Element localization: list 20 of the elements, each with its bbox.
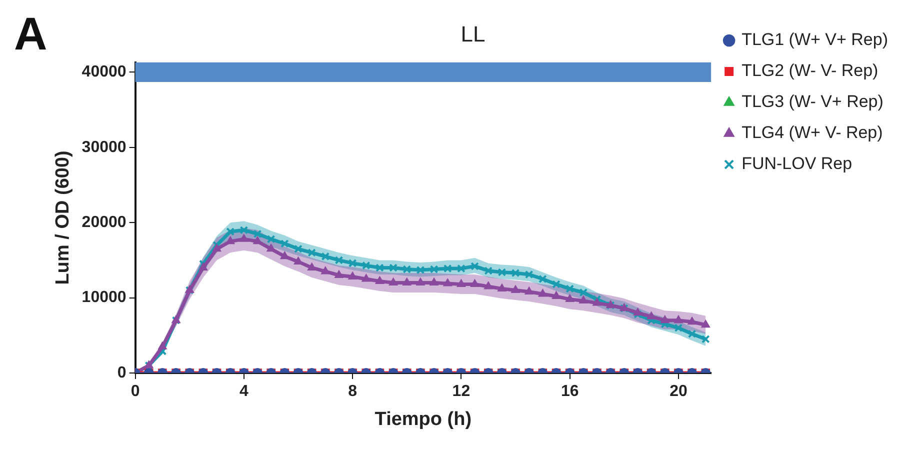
legend-label: FUN-LOV Rep	[742, 154, 852, 174]
x-tick-label: 16	[560, 383, 579, 400]
x-tick-label: 12	[452, 383, 470, 400]
x-tick-label: 4	[239, 383, 248, 400]
y-tick-label: 0	[117, 364, 126, 382]
x-tick-label: 20	[670, 383, 688, 400]
y-axis-title: Lum / OD (600)	[52, 150, 74, 285]
y-tick-label: 20000	[82, 214, 126, 231]
x-tick-label: 0	[130, 383, 140, 400]
legend-label: TLG2 (W- V- Rep)	[742, 61, 878, 80]
legend-label: TLG1 (W+ V+ Rep)	[742, 30, 888, 50]
y-tick-label: 10000	[82, 289, 126, 306]
legend-label: TLG4 (W+ V- Rep)	[742, 123, 883, 142]
x-tick-label: 8	[348, 383, 358, 400]
x-axis-title: Tiempo (h)	[374, 408, 472, 430]
chart-title: LL	[460, 21, 486, 46]
y-tick-label: 40000	[82, 64, 126, 81]
text: A	[14, 8, 48, 60]
legend-label: TLG3 (W- V+ Rep)	[742, 92, 884, 112]
y-tick-label: 30000	[82, 138, 126, 156]
